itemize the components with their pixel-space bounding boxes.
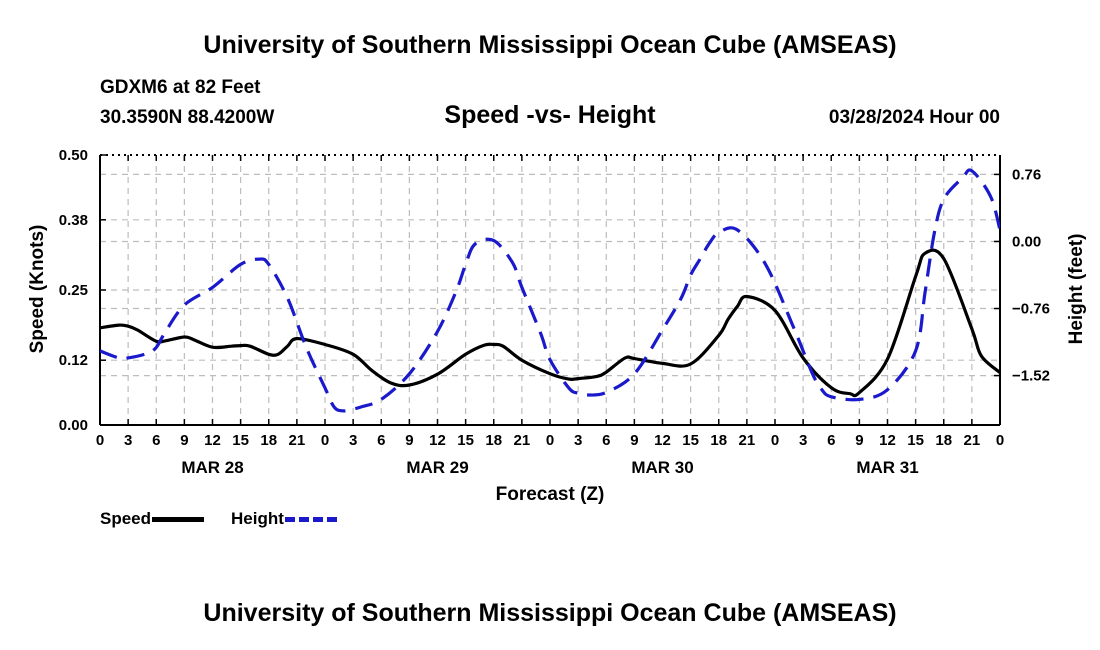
x-day-label: MAR 30: [631, 458, 693, 477]
legend-height: Height: [231, 509, 337, 529]
y2-tick-label: −1.52: [1012, 368, 1050, 385]
x-tick-label: 21: [739, 432, 756, 449]
series-layer: [100, 168, 1000, 413]
axis-ticks: 0 3 6 9 12 15 18 21 0 3 6 9 12 15 18 21 0 3 6 9 12 15 18 21 0 3 6 9…: [59, 147, 1050, 477]
speed-series-line: [100, 248, 1000, 398]
station-label: GDXM6 at 82 Feet: [100, 77, 261, 98]
x-tick-label: 12: [879, 432, 896, 449]
y-tick-label: 0.12: [59, 352, 88, 369]
legend-height-label: Height: [231, 509, 284, 528]
y2-tick-label: −0.76: [1012, 301, 1050, 318]
x-tick-label: 15: [682, 432, 699, 449]
y2-axis-label: Height (feet): [1066, 234, 1087, 345]
x-tick-label: 0: [771, 432, 779, 449]
y-tick-label: 0.50: [59, 147, 88, 164]
footer-title: University of Southern Mississippi Ocean…: [203, 599, 897, 627]
x-tick-label: 9: [180, 432, 188, 449]
x-tick-label: 3: [799, 432, 807, 449]
x-tick-label: 12: [654, 432, 671, 449]
legend-height-swatch: [284, 516, 337, 522]
x-tick-label: 21: [514, 432, 531, 449]
x-tick-label: 15: [907, 432, 924, 449]
x-tick-label: 21: [289, 432, 306, 449]
x-tick-label: 12: [429, 432, 446, 449]
x-tick-label: 18: [935, 432, 952, 449]
y2-tick-label: 0.00: [1012, 233, 1041, 250]
x-tick-label: 18: [710, 432, 727, 449]
x-tick-label: 15: [232, 432, 249, 449]
x-tick-label: 9: [405, 432, 413, 449]
x-tick-label: 9: [630, 432, 638, 449]
x-tick-label: 18: [485, 432, 502, 449]
legend-speed-swatch: [152, 516, 205, 522]
x-tick-label: 21: [964, 432, 981, 449]
x-tick-label: 0: [321, 432, 329, 449]
y-tick-label: 0.38: [59, 212, 88, 229]
x-tick-label: 6: [827, 432, 835, 449]
legend-speed-label: Speed: [100, 509, 152, 528]
x-tick-label: 0: [546, 432, 554, 449]
x-tick-label: 0: [996, 432, 1004, 449]
x-tick-label: 0: [96, 432, 104, 449]
x-tick-label: 3: [349, 432, 357, 449]
page-title: University of Southern Mississippi Ocean…: [203, 31, 897, 59]
x-tick-label: 3: [124, 432, 132, 449]
y2-tick-label: 0.76: [1012, 166, 1041, 183]
chart-subtitle: Speed -vs- Height: [444, 101, 656, 129]
x-axis-label: Forecast (Z): [496, 484, 605, 505]
x-tick-label: 6: [377, 432, 385, 449]
forecast-date: 03/28/2024 Hour 00: [828, 107, 1000, 128]
y-tick-label: 0.25: [59, 282, 88, 299]
height-series-line: [100, 168, 1000, 413]
y-axis-label: Speed (Knots): [27, 225, 48, 354]
x-day-label: MAR 31: [856, 458, 918, 477]
x-tick-label: 6: [152, 432, 160, 449]
x-tick-label: 12: [204, 432, 221, 449]
legend-speed: Speed: [100, 509, 205, 529]
x-day-label: MAR 28: [181, 458, 243, 477]
x-tick-label: 9: [855, 432, 863, 449]
x-tick-label: 15: [457, 432, 474, 449]
y-tick-label: 0.00: [59, 417, 88, 434]
x-tick-label: 6: [602, 432, 610, 449]
x-tick-label: 18: [260, 432, 277, 449]
station-coordinates: 30.3590N 88.4200W: [100, 107, 275, 128]
grid: [100, 155, 1000, 425]
x-tick-label: 3: [574, 432, 582, 449]
x-day-label: MAR 29: [406, 458, 468, 477]
